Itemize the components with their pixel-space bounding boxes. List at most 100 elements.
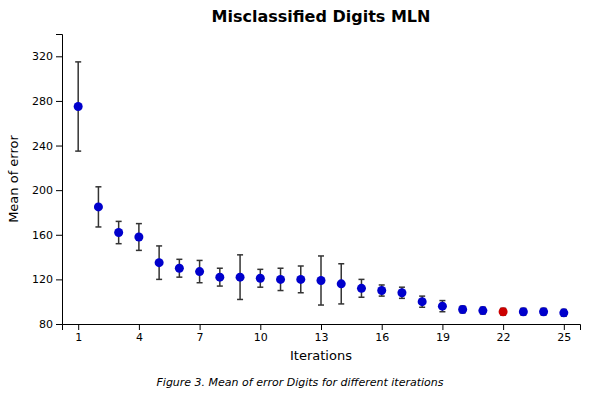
point: [114, 228, 123, 237]
tick-mark: [56, 324, 62, 325]
point: [438, 302, 447, 311]
tick-label: 13: [315, 331, 329, 344]
tick-mark: [56, 56, 62, 57]
point: [478, 306, 487, 315]
point: [499, 307, 508, 316]
point: [256, 274, 265, 283]
error-bar-cap: [95, 186, 101, 188]
error-bar-cap: [116, 243, 122, 245]
tick-mark: [442, 324, 443, 330]
tick: 120: [32, 273, 62, 286]
point: [337, 279, 346, 288]
tick-mark: [200, 324, 201, 330]
error-bar-cap: [278, 290, 284, 292]
tick-mark: [56, 190, 62, 191]
error-bar-cap: [237, 254, 243, 256]
tick: 22: [497, 324, 511, 344]
point: [74, 102, 83, 111]
tick-label: 25: [557, 331, 571, 344]
error-bar-cap: [379, 284, 385, 286]
error-bar-cap: [156, 245, 162, 247]
tick: 280: [32, 95, 62, 108]
tick: 16: [375, 324, 389, 344]
error-bar-cap: [338, 263, 344, 265]
tick-mark: [564, 324, 565, 330]
tick-label: 200: [32, 184, 53, 197]
error-bar-cap: [338, 303, 344, 305]
point: [296, 275, 305, 284]
point: [317, 276, 326, 285]
tick-mark: [56, 235, 62, 236]
error-bar-cap: [237, 299, 243, 301]
point: [458, 305, 467, 314]
tick-label: 22: [497, 331, 511, 344]
error-bar-cap: [136, 250, 142, 252]
error-bar-cap: [176, 276, 182, 278]
error-bar-cap: [439, 300, 445, 302]
tick-label: 7: [197, 331, 204, 344]
x-axis: 147101316192225: [63, 324, 581, 344]
point: [519, 307, 528, 316]
error-bar-cap: [399, 298, 405, 300]
tick: 7: [197, 324, 204, 344]
error-bar-cap: [439, 311, 445, 313]
tick: 80: [39, 318, 62, 331]
error-bar-cap: [358, 279, 364, 281]
tick: 160: [32, 229, 62, 242]
tick: 10: [254, 324, 268, 344]
tick-mark: [78, 324, 79, 330]
point: [195, 267, 204, 276]
error-bar-cap: [75, 150, 81, 152]
point: [175, 264, 184, 273]
tick-label: 4: [136, 331, 143, 344]
tick: 4: [136, 324, 143, 344]
error-bar-cap: [278, 267, 284, 269]
tick-mark: [56, 146, 62, 147]
y-axis-title: Mean of error: [6, 135, 21, 223]
tick: 320: [32, 50, 62, 63]
title: Misclassified Digits MLN: [212, 7, 431, 26]
error-bar-cap: [399, 286, 405, 288]
tick-label: 19: [436, 331, 450, 344]
point: [397, 288, 406, 297]
error-bar-cap: [257, 269, 263, 271]
tick-label: 320: [32, 50, 53, 63]
tick: 13: [315, 324, 329, 344]
tick-mark: [382, 324, 383, 330]
tick-mark: [139, 324, 140, 330]
error-bar-cap: [95, 226, 101, 228]
tick-label: 280: [32, 95, 53, 108]
tick: 19: [436, 324, 450, 344]
tick-label: 240: [32, 140, 53, 153]
point: [236, 273, 245, 282]
error-bar-cap: [419, 295, 425, 297]
point: [134, 233, 143, 242]
tick: 200: [32, 184, 62, 197]
tick-label: 120: [32, 273, 53, 286]
error-bar-cap: [156, 279, 162, 281]
tick-mark: [260, 324, 261, 330]
point: [155, 258, 164, 267]
point: [418, 297, 427, 306]
axis-line: [63, 325, 581, 331]
tick-mark: [321, 324, 322, 330]
tick-mark: [503, 324, 504, 330]
point: [357, 284, 366, 293]
tick: 25: [557, 324, 571, 344]
error-bar-cap: [75, 61, 81, 63]
point: [215, 273, 224, 282]
point: [377, 286, 386, 295]
error-bar-cap: [298, 292, 304, 294]
error-bar-cap: [217, 267, 223, 269]
point: [94, 202, 103, 211]
tick-label: 80: [39, 318, 53, 331]
error-bar-cap: [197, 282, 203, 284]
error-bar-cap: [298, 265, 304, 267]
tick-label: 160: [32, 229, 53, 242]
error-bar-cap: [136, 223, 142, 225]
tick: 240: [32, 140, 62, 153]
plot-area: 14710131619222580120160200240280320: [32, 35, 581, 344]
tick-mark: [56, 101, 62, 102]
error-bar-cap: [197, 260, 203, 262]
tick-label: 16: [375, 331, 389, 344]
